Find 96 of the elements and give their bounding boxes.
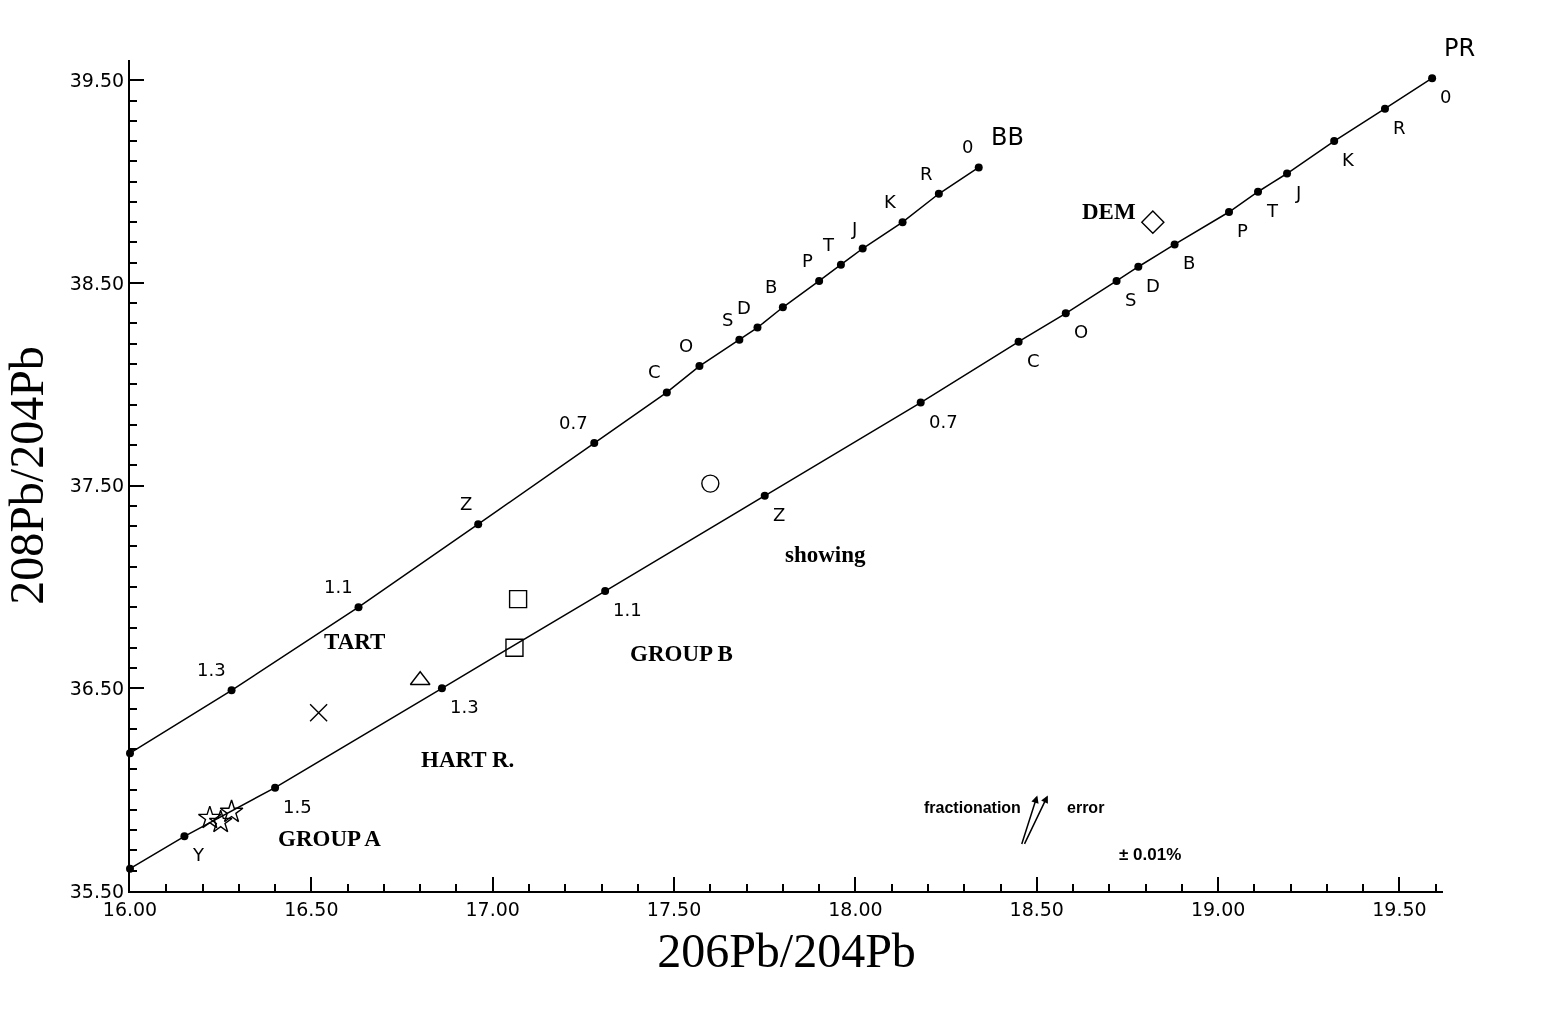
- x-tick-label: 19.00: [1190, 897, 1246, 920]
- point: [1225, 208, 1233, 217]
- point: [180, 832, 189, 841]
- point: [309, 703, 328, 722]
- annotation: 0.7: [559, 412, 588, 433]
- annotation: ± 0.01%: [1119, 845, 1182, 864]
- annotation: C: [648, 361, 661, 382]
- y-tick-label: 39.50: [69, 68, 125, 91]
- annotation: T: [1266, 200, 1279, 221]
- point: [1061, 309, 1070, 318]
- point: [1112, 276, 1121, 285]
- annotation: error: [1067, 799, 1105, 816]
- annotation: B: [1183, 252, 1196, 273]
- annotation: S: [1125, 289, 1137, 310]
- point: [1141, 210, 1165, 234]
- annotation: J: [1295, 182, 1302, 203]
- point: [934, 189, 943, 198]
- point: [219, 799, 244, 823]
- annotation: C: [1027, 350, 1040, 371]
- y-tick-label: 37.50: [69, 474, 125, 497]
- annotation: 0: [1440, 86, 1452, 107]
- annotation: 1.3: [450, 696, 479, 717]
- x-tick-label: 19.50: [1372, 897, 1427, 920]
- annotation: P: [1237, 220, 1248, 241]
- point: [701, 474, 720, 493]
- annotation: O: [1074, 321, 1089, 342]
- point: [1254, 187, 1263, 196]
- annotation: GROUP A: [278, 826, 382, 851]
- annotation: R: [920, 163, 933, 184]
- point: [1428, 74, 1437, 83]
- x-axis-title: 206Pb/204Pb: [657, 924, 916, 978]
- annotation: DEM: [1082, 199, 1136, 224]
- x-tick-label: 18.00: [828, 897, 883, 920]
- annotation: 0: [962, 136, 974, 157]
- point: [508, 589, 528, 609]
- annotation: Z: [773, 504, 786, 525]
- point: [271, 783, 280, 792]
- point: [1170, 240, 1179, 249]
- point: [662, 388, 671, 397]
- annotation: K: [1342, 149, 1355, 170]
- y-tick-label: 36.50: [69, 676, 125, 699]
- annotation: Y: [192, 844, 205, 865]
- annotation: 1.3: [197, 659, 226, 680]
- point: [1134, 262, 1143, 271]
- point: [1330, 137, 1339, 146]
- point: [695, 362, 704, 371]
- point: [735, 335, 744, 344]
- point: [898, 218, 907, 227]
- annotation: K: [884, 191, 897, 212]
- annotation: HART R.: [421, 747, 515, 772]
- annotation: fractionation: [924, 799, 1021, 816]
- annotation: D: [737, 297, 751, 318]
- point: [916, 398, 925, 407]
- point: [778, 303, 787, 312]
- x-tick-label: 16.50: [284, 897, 339, 920]
- point: [601, 587, 610, 596]
- annotation: 1.5: [283, 796, 312, 817]
- point: [815, 276, 824, 285]
- annotation: S: [722, 309, 734, 330]
- point: [1014, 337, 1023, 346]
- point: [974, 163, 983, 172]
- point: [505, 638, 524, 657]
- series-label: PR: [1444, 34, 1476, 62]
- y-tick-label: 38.50: [69, 271, 125, 294]
- point: [836, 260, 845, 269]
- point: [354, 603, 363, 612]
- annotation: showing: [785, 542, 867, 567]
- point: [590, 439, 599, 448]
- x-tick-label: 18.50: [1009, 897, 1064, 920]
- point: [208, 809, 233, 833]
- point: [437, 684, 446, 693]
- point: [227, 686, 236, 695]
- point: [197, 805, 222, 829]
- annotation: R: [1393, 117, 1406, 138]
- annotation: T: [822, 234, 835, 255]
- annotation: GROUP B: [630, 641, 733, 666]
- annotation: O: [679, 335, 694, 356]
- point: [753, 323, 762, 332]
- annotation: 1.1: [613, 599, 642, 620]
- annotation: Z: [460, 493, 473, 514]
- annotation: TART: [324, 629, 386, 654]
- x-tick-label: 17.00: [465, 897, 520, 920]
- point: [858, 244, 867, 253]
- x-tick-label: 17.50: [646, 897, 702, 920]
- point: [760, 491, 769, 500]
- annotation: D: [1146, 275, 1160, 296]
- point: [474, 520, 483, 529]
- annotation: P: [802, 250, 813, 271]
- point: [1283, 169, 1292, 178]
- annotation: J: [851, 218, 858, 239]
- annotation: B: [765, 276, 778, 297]
- annotation: 1.1: [324, 576, 353, 597]
- series-label: BB: [991, 123, 1024, 151]
- y-axis-title: 208Pb/204Pb: [0, 346, 53, 605]
- point: [1380, 104, 1389, 113]
- annotation: 0.7: [929, 411, 958, 432]
